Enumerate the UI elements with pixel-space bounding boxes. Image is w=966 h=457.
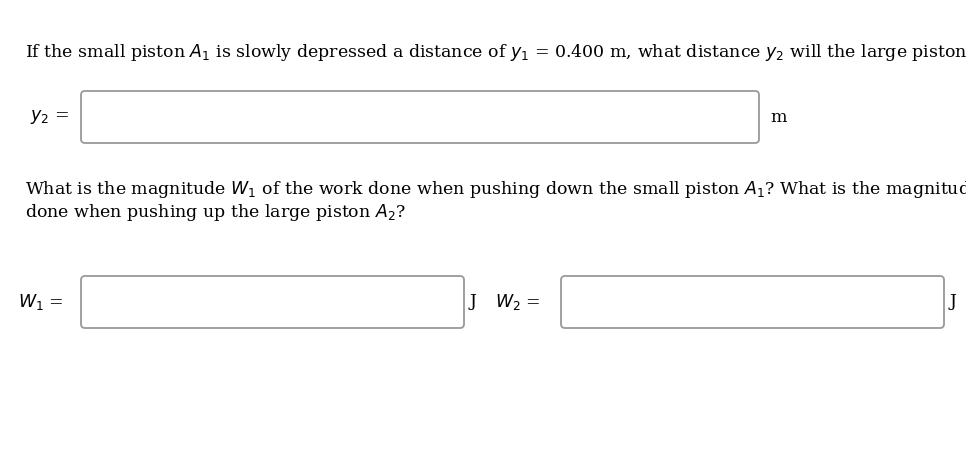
Text: $W_1$ =: $W_1$ = (18, 292, 64, 312)
Text: J: J (950, 293, 957, 310)
FancyBboxPatch shape (81, 276, 464, 328)
Text: What is the magnitude $W_1$ of the work done when pushing down the small piston : What is the magnitude $W_1$ of the work … (25, 179, 966, 200)
FancyBboxPatch shape (81, 91, 759, 143)
Text: m: m (770, 108, 786, 126)
Text: $y_2$ =: $y_2$ = (30, 108, 70, 126)
Text: J: J (470, 293, 477, 310)
Text: done when pushing up the large piston $A_2$?: done when pushing up the large piston $A… (25, 202, 406, 223)
FancyBboxPatch shape (561, 276, 944, 328)
Text: $W_2$ =: $W_2$ = (495, 292, 541, 312)
Text: If the small piston $A_1$ is slowly depressed a distance of $y_1$ = 0.400 m, wha: If the small piston $A_1$ is slowly depr… (25, 42, 966, 63)
